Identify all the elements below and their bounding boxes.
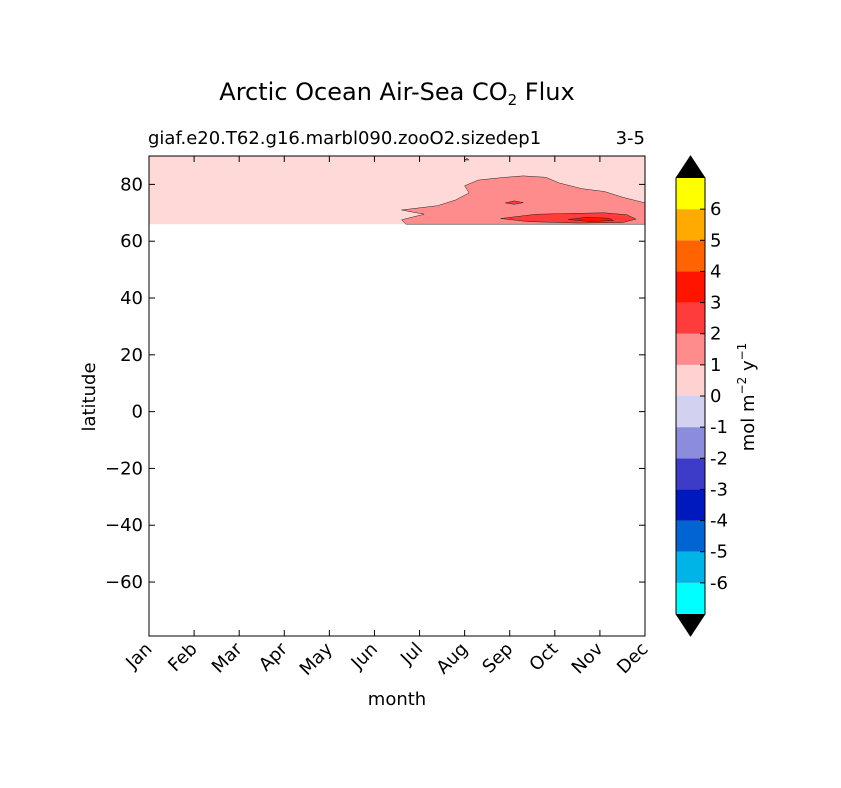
colorbar-tick-label: 0 bbox=[710, 386, 721, 407]
colorbar-label-sup2: −1 bbox=[735, 343, 749, 361]
x-tick-label: Nov bbox=[568, 638, 608, 678]
contour-fill-2-to-3 bbox=[505, 200, 524, 205]
y-tick-label: 0 bbox=[132, 402, 143, 423]
contour-fill-3-to-4 bbox=[568, 217, 615, 222]
colorbar-band bbox=[676, 240, 705, 272]
contour-layer bbox=[149, 156, 645, 225]
y-tick-label: −20 bbox=[105, 458, 143, 479]
x-tick-label: Dec bbox=[613, 639, 652, 678]
colorbar-tick-label: -2 bbox=[710, 448, 728, 469]
chart-subtitle-right: 3-5 bbox=[616, 128, 645, 149]
colorbar-band bbox=[676, 209, 705, 241]
y-tick-label: 40 bbox=[120, 288, 143, 309]
x-tick-label: May bbox=[296, 638, 337, 679]
colorbar-tick-label: 6 bbox=[710, 199, 721, 220]
colorbar-tick-label: 2 bbox=[710, 324, 721, 345]
x-axis-label: month bbox=[368, 689, 426, 710]
x-tick-label: Aug bbox=[432, 639, 472, 679]
plot-frame bbox=[148, 155, 646, 637]
chart-title-subscript: 2 bbox=[508, 91, 518, 109]
colorbar-band bbox=[676, 396, 705, 428]
colorbar-label-sup1: −2 bbox=[735, 377, 749, 395]
colorbar-tick-label: 1 bbox=[710, 355, 721, 376]
colorbar-band bbox=[676, 302, 705, 334]
contour-fill-2-to-3 bbox=[463, 157, 470, 161]
colorbar-tick-label: -4 bbox=[710, 511, 728, 532]
colorbar-band bbox=[676, 333, 705, 365]
colorbar-outline bbox=[675, 155, 706, 637]
colorbar-band bbox=[676, 458, 705, 490]
colorbar-tick-label: 4 bbox=[710, 261, 721, 282]
colorbar-band bbox=[676, 178, 705, 210]
colorbar-band bbox=[676, 427, 705, 459]
colorbar-band bbox=[676, 520, 705, 552]
colorbar: -6 -5 -4 -3 -2 -1 0 1 2 3 4 5 6 bbox=[675, 155, 728, 637]
x-tick-label: Oct bbox=[525, 639, 562, 676]
y-axis-label: latitude bbox=[79, 362, 100, 431]
colorbar-band bbox=[676, 551, 705, 583]
colorbar-label: mol m−2 y−1 bbox=[735, 343, 759, 452]
y-tick-label: −40 bbox=[105, 515, 143, 536]
y-axis: 80 60 40 20 0 −20 −40 −60 bbox=[105, 174, 645, 593]
colorbar-extend-top bbox=[676, 156, 705, 178]
colorbar-band bbox=[676, 582, 705, 614]
chart-title: Arctic Ocean Air-Sea CO2 Flux bbox=[219, 78, 574, 109]
colorbar-tick-label: -1 bbox=[710, 417, 728, 438]
chart-title-suffix: Flux bbox=[517, 78, 575, 106]
y-tick-label: −60 bbox=[105, 572, 143, 593]
colorbar-tick-label: -5 bbox=[710, 542, 728, 563]
colorbar-tick-label: -3 bbox=[710, 479, 728, 500]
x-tick-label: Mar bbox=[208, 638, 247, 677]
colorbar-tick-label: 3 bbox=[710, 293, 721, 314]
x-tick-label: Jan bbox=[121, 639, 156, 674]
x-tick-label: Jun bbox=[347, 639, 382, 674]
colorbar-tick-label: -6 bbox=[710, 573, 728, 594]
x-axis: Jan Feb Mar Apr May Jun Jul Aug Sep Oct Nov Dec bbox=[121, 156, 653, 680]
colorbar-tick-label: 5 bbox=[710, 230, 721, 251]
colorbar-band bbox=[676, 364, 705, 396]
chart-title-main: Arctic Ocean Air-Sea CO bbox=[219, 78, 507, 106]
chart-subtitle-left: giaf.e20.T62.g16.marbl090.zooO2.sizedep1 bbox=[148, 128, 541, 149]
colorbar-label-base: mol m bbox=[738, 394, 759, 451]
colorbar-extend-bottom bbox=[676, 614, 705, 636]
y-tick-label: 60 bbox=[120, 231, 143, 252]
x-tick-label: Feb bbox=[164, 639, 201, 676]
x-tick-label: Jul bbox=[396, 639, 427, 670]
contour-fill-1-to-2 bbox=[401, 175, 645, 225]
colorbar-band bbox=[676, 271, 705, 303]
colorbar-band bbox=[676, 489, 705, 521]
y-tick-label: 80 bbox=[120, 174, 143, 195]
x-tick-label: Sep bbox=[478, 639, 517, 678]
x-tick-label: Apr bbox=[255, 638, 292, 675]
y-tick-label: 20 bbox=[120, 345, 143, 366]
colorbar-label-mid: y bbox=[738, 360, 759, 377]
